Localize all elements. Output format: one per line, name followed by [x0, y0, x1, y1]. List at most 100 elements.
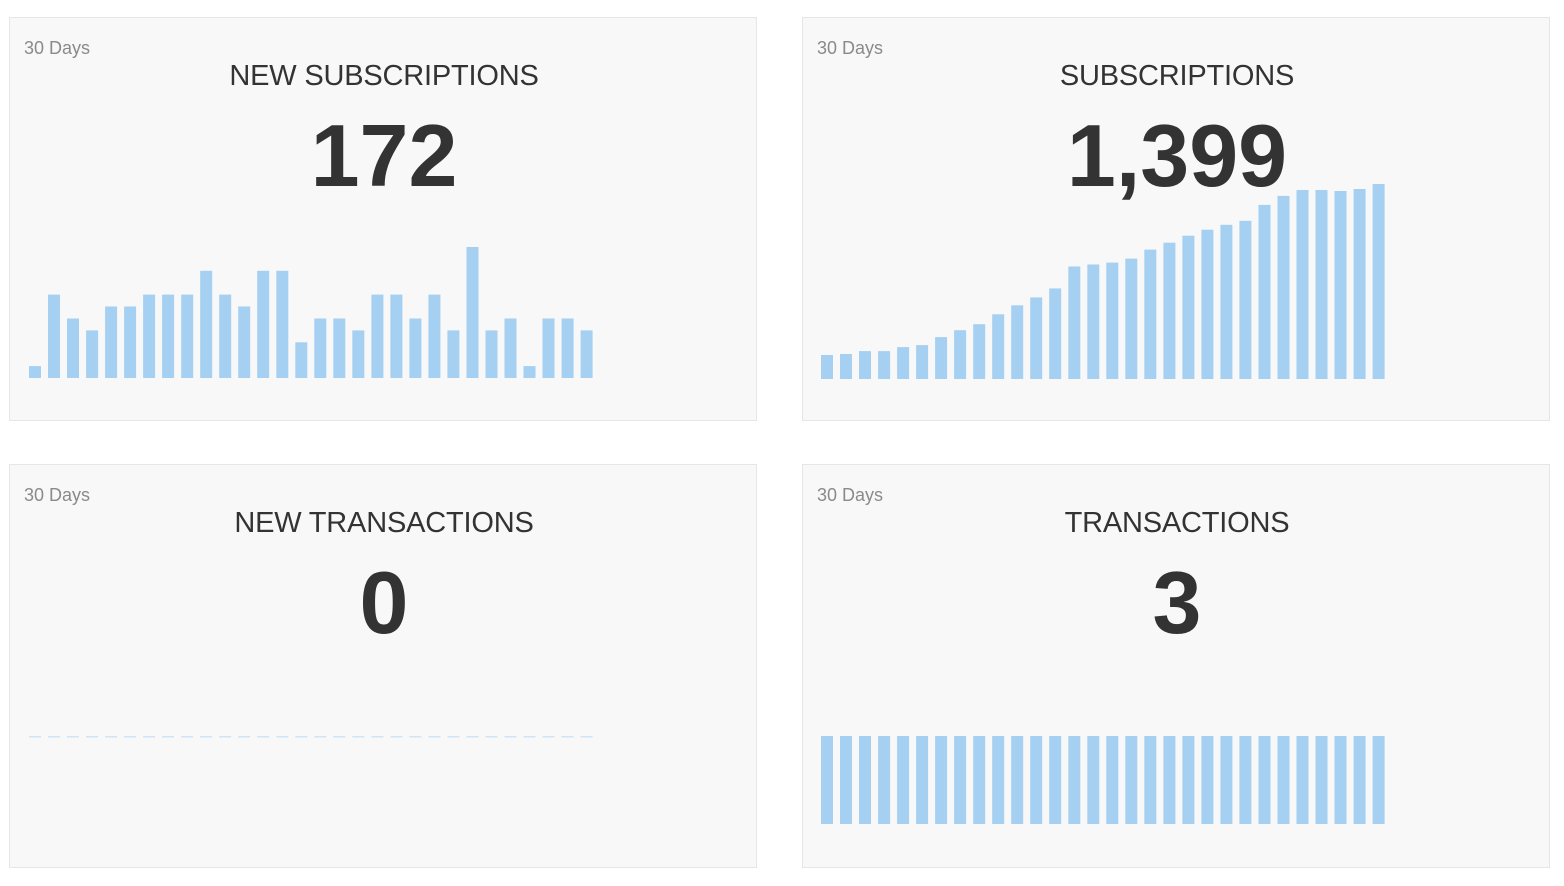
chart-bar [1163, 736, 1176, 824]
chart-bar [1182, 736, 1195, 824]
chart-bar [821, 736, 833, 824]
chart-bar [238, 736, 251, 738]
chart-bar [992, 314, 1005, 379]
chart-bar [257, 736, 270, 738]
chart-bar [523, 736, 536, 738]
new-transactions-card: 30 Days NEW TRANSACTIONS 0 [9, 464, 757, 868]
chart-bar [162, 294, 175, 378]
chart-bar [1201, 229, 1214, 379]
metric-value: 1,399 [1066, 106, 1288, 205]
chart-bar [181, 294, 194, 378]
chart-bar [1372, 736, 1385, 824]
chart-bar [314, 318, 327, 378]
chart-bar [1277, 736, 1290, 824]
new-subscriptions-bar-chart [29, 247, 593, 378]
chart-bar [1011, 305, 1024, 379]
chart-bar [1011, 736, 1024, 824]
chart-bar [409, 736, 422, 738]
chart-bar [992, 736, 1005, 824]
chart-bar [238, 306, 251, 378]
chart-bar [276, 736, 289, 738]
chart-bar [935, 736, 948, 824]
chart-bar [1087, 736, 1100, 824]
chart-bar [504, 318, 517, 378]
chart-bar [29, 736, 41, 738]
card-title: NEW TRANSACTIONS [234, 507, 534, 539]
chart-bar [561, 318, 574, 378]
chart-bar [181, 736, 194, 738]
chart-bar [580, 330, 593, 378]
chart-bar [1296, 190, 1309, 379]
chart-bar [124, 306, 137, 378]
new-transactions-bar-chart [29, 736, 593, 738]
chart-bar [878, 736, 891, 824]
metric-value: 0 [359, 553, 409, 652]
chart-bar [67, 736, 79, 738]
chart-bar [954, 736, 967, 824]
card-title: NEW SUBSCRIPTIONS [229, 60, 539, 92]
chart-bar [1106, 262, 1119, 379]
chart-bar [352, 736, 365, 738]
chart-bar [86, 330, 99, 378]
chart-bar [200, 270, 213, 378]
chart-bar [504, 736, 517, 738]
chart-bar [1220, 736, 1233, 824]
subscriptions-bar-chart [821, 184, 1385, 379]
chart-bar [1068, 736, 1081, 824]
chart-bar [542, 736, 555, 738]
chart-bar [1239, 736, 1252, 824]
chart-bar [466, 736, 479, 738]
chart-bar [352, 330, 365, 378]
card-title: SUBSCRIPTIONS [1059, 60, 1295, 92]
chart-bar [561, 736, 574, 738]
chart-bar [523, 366, 536, 378]
chart-bar [1372, 184, 1385, 379]
chart-bar [1258, 204, 1271, 379]
chart-bar [48, 294, 60, 378]
chart-bar [973, 736, 986, 824]
chart-bar [1030, 297, 1043, 379]
chart-bar [1182, 235, 1195, 379]
chart-bar [1258, 736, 1271, 824]
chart-bar [447, 330, 460, 378]
chart-bar [105, 736, 118, 738]
chart-bar [1163, 242, 1176, 379]
chart-bar [1144, 249, 1157, 379]
chart-bar [371, 294, 384, 378]
chart-bar [840, 736, 852, 824]
chart-bar [409, 318, 422, 378]
chart-bar [542, 318, 555, 378]
chart-bar [143, 736, 156, 738]
chart-bar [295, 342, 308, 378]
chart-bar [859, 351, 871, 379]
chart-bar [916, 736, 929, 824]
chart-bar [1220, 224, 1233, 379]
chart-bar [447, 736, 460, 738]
chart-bar [371, 736, 384, 738]
chart-bar [124, 736, 137, 738]
chart-bar [86, 736, 99, 738]
chart-bar [1144, 736, 1157, 824]
chart-bar [485, 330, 498, 378]
subscriptions-card: 30 Days SUBSCRIPTIONS 1,399 [802, 17, 1550, 421]
chart-bar [1334, 736, 1347, 824]
chart-bar [859, 736, 871, 824]
chart-bar [428, 294, 441, 378]
chart-bar [276, 270, 289, 378]
chart-bar [1106, 736, 1119, 824]
chart-bar [219, 736, 232, 738]
chart-bar [1068, 266, 1081, 379]
chart-bar [1201, 736, 1214, 824]
chart-bar [162, 736, 175, 738]
transactions-bar-chart [821, 736, 1385, 824]
chart-bar [1049, 288, 1062, 379]
chart-bar [1087, 264, 1100, 379]
chart-bar [48, 736, 60, 738]
metric-value: 172 [310, 106, 458, 205]
chart-bar [143, 294, 156, 378]
chart-bar [295, 736, 308, 738]
new-subscriptions-card: 30 Days NEW SUBSCRIPTIONS 172 [9, 17, 757, 421]
chart-bar [1353, 189, 1366, 379]
chart-bar [1049, 736, 1062, 824]
chart-bar [1353, 736, 1366, 824]
